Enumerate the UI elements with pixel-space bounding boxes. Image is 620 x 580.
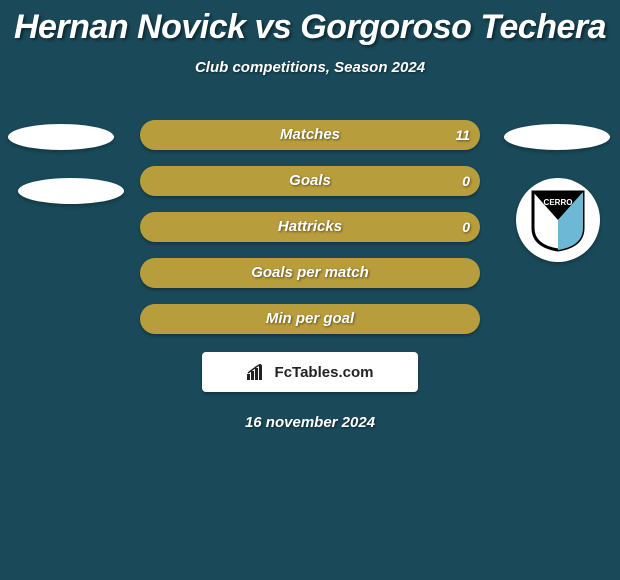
stat-row: Matches 11 bbox=[0, 120, 620, 150]
attribution-text: FcTables.com bbox=[275, 364, 374, 381]
stat-value-right: 0 bbox=[462, 212, 470, 242]
stat-label: Matches bbox=[140, 120, 480, 150]
page-title: Hernan Novick vs Gorgoroso Techera bbox=[0, 0, 620, 47]
stat-label: Min per goal bbox=[140, 304, 480, 334]
stat-label: Goals bbox=[140, 166, 480, 196]
stat-row: Hattricks 0 bbox=[0, 212, 620, 242]
stats-container: Matches 11 Goals 0 Hattricks 0 Goals per… bbox=[0, 120, 620, 334]
stat-row: Min per goal bbox=[0, 304, 620, 334]
stat-label: Hattricks bbox=[140, 212, 480, 242]
attribution-badge: FcTables.com bbox=[202, 352, 418, 392]
stat-label: Goals per match bbox=[140, 258, 480, 288]
date-text: 16 november 2024 bbox=[0, 414, 620, 431]
stat-row: Goals 0 bbox=[0, 166, 620, 196]
stat-row: Goals per match bbox=[0, 258, 620, 288]
subtitle: Club competitions, Season 2024 bbox=[0, 59, 620, 76]
stat-value-right: 11 bbox=[455, 120, 470, 150]
chart-icon bbox=[247, 364, 269, 380]
stat-value-right: 0 bbox=[462, 166, 470, 196]
